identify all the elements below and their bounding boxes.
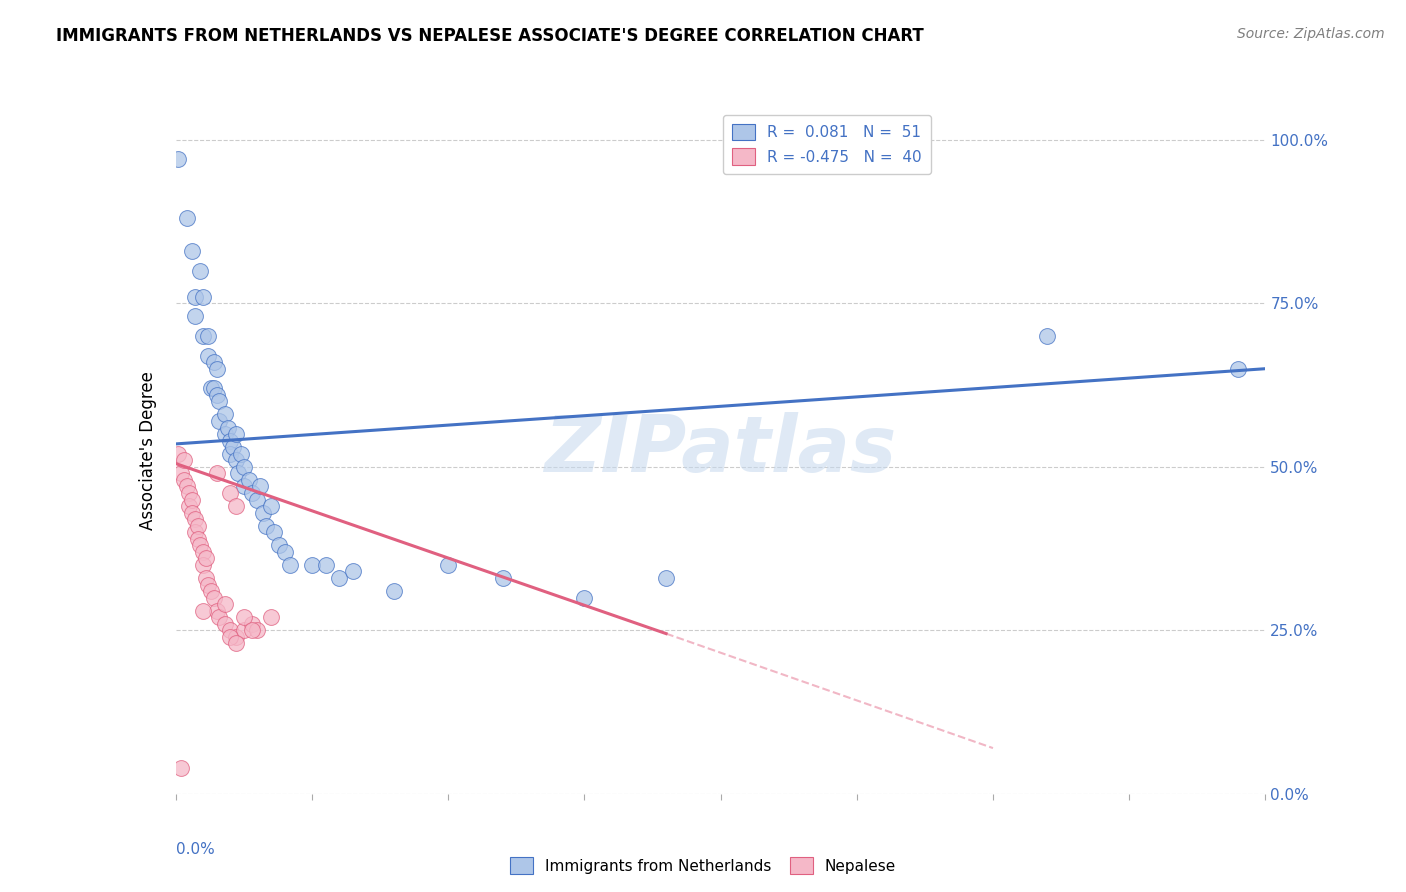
Point — [208, 610, 231, 624]
Point — [205, 361, 228, 376]
Point — [225, 453, 247, 467]
Point — [225, 427, 247, 442]
Point — [214, 408, 236, 422]
Point — [252, 506, 274, 520]
Point — [328, 571, 350, 585]
Point — [202, 381, 225, 395]
Point — [382, 584, 405, 599]
Point — [167, 447, 190, 461]
Point — [191, 604, 214, 618]
Point — [186, 532, 209, 546]
Point — [184, 525, 207, 540]
Point — [278, 558, 301, 572]
Point — [184, 512, 207, 526]
Legend: Immigrants from Netherlands, Nepalese: Immigrants from Netherlands, Nepalese — [503, 851, 903, 880]
Point — [208, 394, 231, 409]
Point — [194, 571, 217, 585]
Point — [342, 565, 364, 579]
Point — [217, 420, 239, 434]
Point — [181, 244, 204, 258]
Point — [179, 486, 201, 500]
Text: 0.0%: 0.0% — [176, 842, 215, 857]
Point — [179, 499, 201, 513]
Point — [181, 506, 204, 520]
Point — [167, 153, 190, 167]
Point — [228, 467, 250, 481]
Point — [222, 440, 245, 454]
Point — [219, 486, 242, 500]
Point — [240, 624, 263, 638]
Point — [225, 499, 247, 513]
Point — [219, 624, 242, 638]
Point — [184, 310, 207, 324]
Point — [269, 538, 291, 552]
Point — [188, 538, 211, 552]
Point — [232, 459, 254, 474]
Point — [574, 591, 596, 605]
Point — [238, 473, 260, 487]
Point — [205, 604, 228, 618]
Point — [200, 584, 222, 599]
Legend: R =  0.081   N =  51, R = -0.475   N =  40: R = 0.081 N = 51, R = -0.475 N = 40 — [723, 115, 931, 174]
Point — [315, 558, 337, 572]
Point — [197, 577, 219, 591]
Text: ZIPatlas: ZIPatlas — [544, 412, 897, 489]
Point — [249, 479, 271, 493]
Point — [246, 492, 269, 507]
Point — [188, 263, 211, 277]
Point — [173, 453, 195, 467]
Point — [205, 467, 228, 481]
Point — [254, 518, 277, 533]
Point — [191, 290, 214, 304]
Point — [208, 414, 231, 428]
Point — [225, 630, 247, 644]
Point — [191, 545, 214, 559]
Point — [197, 349, 219, 363]
Point — [260, 610, 283, 624]
Point — [1227, 361, 1250, 376]
Point — [219, 447, 242, 461]
Y-axis label: Associate's Degree: Associate's Degree — [139, 371, 157, 530]
Point — [184, 290, 207, 304]
Point — [232, 610, 254, 624]
Point — [240, 486, 263, 500]
Point — [176, 479, 198, 493]
Point — [214, 597, 236, 611]
Point — [186, 518, 209, 533]
Point — [191, 558, 214, 572]
Point — [231, 447, 253, 461]
Point — [232, 624, 254, 638]
Point — [170, 467, 193, 481]
Point — [214, 616, 236, 631]
Point — [225, 636, 247, 650]
Point — [492, 571, 515, 585]
Point — [301, 558, 323, 572]
Point — [437, 558, 460, 572]
Point — [170, 761, 193, 775]
Point — [173, 473, 195, 487]
Point — [240, 616, 263, 631]
Point — [246, 624, 269, 638]
Point — [194, 551, 217, 566]
Point — [200, 381, 222, 395]
Point — [205, 388, 228, 402]
Point — [181, 492, 204, 507]
Point — [191, 329, 214, 343]
Text: IMMIGRANTS FROM NETHERLANDS VS NEPALESE ASSOCIATE'S DEGREE CORRELATION CHART: IMMIGRANTS FROM NETHERLANDS VS NEPALESE … — [56, 27, 924, 45]
Point — [197, 329, 219, 343]
Point — [202, 355, 225, 369]
Point — [655, 571, 678, 585]
Point — [214, 427, 236, 442]
Point — [263, 525, 285, 540]
Point — [176, 211, 198, 226]
Point — [1036, 329, 1059, 343]
Point — [219, 630, 242, 644]
Point — [274, 545, 297, 559]
Point — [260, 499, 283, 513]
Text: Source: ZipAtlas.com: Source: ZipAtlas.com — [1237, 27, 1385, 41]
Point — [219, 434, 242, 448]
Point — [232, 479, 254, 493]
Point — [202, 591, 225, 605]
